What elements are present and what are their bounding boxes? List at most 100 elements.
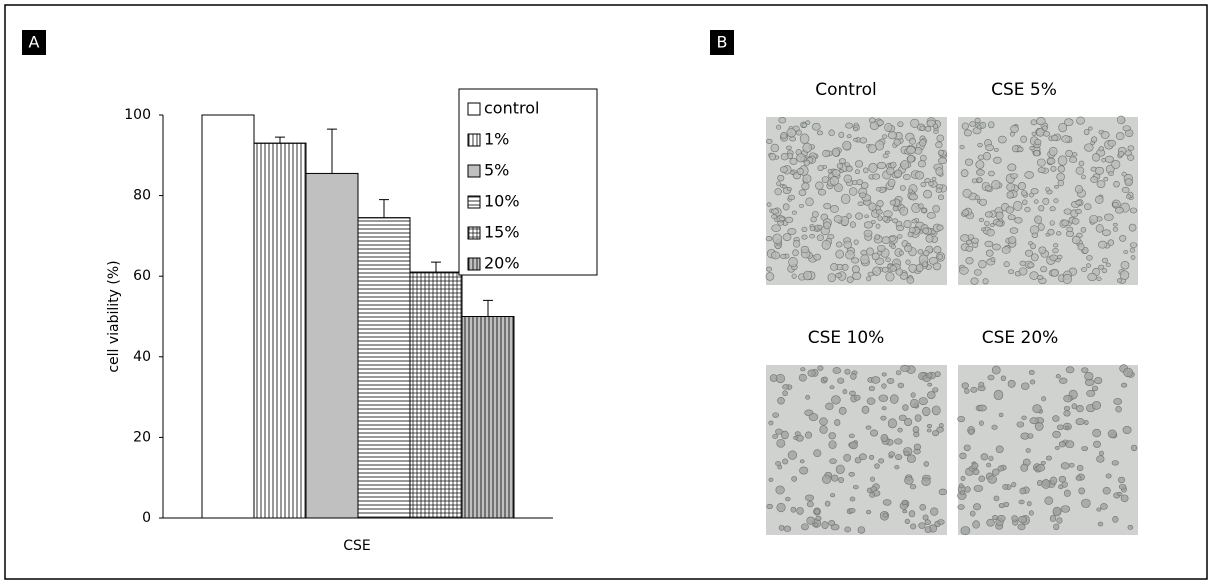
- cell: [784, 216, 794, 224]
- cell: [963, 444, 971, 452]
- cell: [887, 131, 898, 140]
- cell: [1006, 191, 1014, 199]
- cell: [997, 135, 1007, 144]
- cell: [882, 512, 889, 518]
- y-axis-title: cell viability (%): [106, 260, 122, 372]
- legend-box: [458, 88, 598, 276]
- cell: [841, 263, 849, 271]
- cell: [854, 394, 861, 401]
- cell: [853, 137, 858, 142]
- cell: [1084, 143, 1094, 152]
- cell: [928, 181, 934, 187]
- cell: [976, 169, 985, 176]
- cell: [924, 126, 932, 132]
- cell: [971, 178, 978, 184]
- panel-label: B: [717, 33, 728, 52]
- cell: [806, 501, 814, 508]
- cell: [1052, 415, 1060, 422]
- frame: [4, 4, 1208, 580]
- cell: [868, 117, 876, 124]
- cell: [1089, 214, 1099, 224]
- cell: [1108, 171, 1114, 177]
- cell: [792, 249, 799, 257]
- cell: [1064, 425, 1070, 430]
- cell: [903, 219, 912, 229]
- cell: [933, 129, 939, 134]
- cell: [771, 224, 781, 232]
- cell: [793, 239, 801, 248]
- cell: [1060, 505, 1071, 513]
- cell: [798, 373, 807, 382]
- cell: [1045, 455, 1052, 461]
- cell: [845, 165, 853, 172]
- cell: [831, 147, 840, 157]
- cell: [809, 233, 816, 239]
- cell: [778, 524, 785, 531]
- cell: [965, 239, 973, 245]
- cell: [906, 145, 916, 155]
- cell: [1119, 235, 1127, 242]
- cell: [832, 367, 842, 374]
- cell: [969, 121, 976, 127]
- bar-pattern: [253, 142, 307, 519]
- cell: [829, 176, 839, 186]
- cell: [1027, 262, 1035, 269]
- cell: [1091, 401, 1102, 410]
- cell: [803, 270, 813, 281]
- cell: [1091, 136, 1098, 143]
- cell: [1120, 382, 1128, 388]
- cell: [976, 177, 983, 184]
- cell: [904, 518, 911, 525]
- cell: [1078, 160, 1085, 167]
- legend-label: 5%: [484, 161, 509, 180]
- cell: [1009, 227, 1019, 234]
- cell: [771, 214, 778, 219]
- cell: [881, 372, 887, 377]
- cell: [1105, 473, 1112, 479]
- cell: [1056, 172, 1065, 181]
- cell: [878, 458, 885, 464]
- bar-pattern: [461, 316, 515, 519]
- cell: [777, 397, 785, 405]
- cell: [805, 431, 813, 439]
- cell: [880, 415, 887, 421]
- cell: [1042, 125, 1048, 131]
- cell: [1027, 433, 1034, 439]
- cell: [911, 219, 917, 224]
- cell: [1096, 180, 1106, 188]
- cell: [868, 454, 875, 460]
- cell: [965, 245, 974, 252]
- cell: [1099, 450, 1104, 456]
- cell: [853, 126, 859, 132]
- cell: [1092, 428, 1102, 438]
- cell: [1003, 261, 1010, 268]
- cell: [1097, 521, 1104, 527]
- cell: [1034, 139, 1042, 146]
- cell: [838, 131, 845, 138]
- cell: [1081, 446, 1089, 452]
- cell: [900, 160, 910, 170]
- cell: [777, 174, 785, 182]
- cell: [1115, 406, 1122, 413]
- cell: [898, 250, 904, 256]
- cell: [1020, 463, 1029, 472]
- cell: [918, 203, 924, 209]
- cell: [817, 165, 824, 171]
- cell: [906, 276, 915, 284]
- cell: [1075, 166, 1085, 175]
- cell: [962, 188, 972, 198]
- cell: [796, 153, 806, 163]
- cell: [831, 474, 839, 482]
- y-tick-label: 20: [133, 429, 151, 445]
- cell: [935, 141, 943, 149]
- cell: [1033, 199, 1039, 204]
- cell: [791, 273, 797, 279]
- cell: [892, 218, 899, 224]
- cell: [1008, 236, 1017, 244]
- legend-swatch-pattern: [467, 226, 481, 240]
- cell: [1050, 165, 1057, 172]
- cell: [787, 450, 798, 460]
- cell: [1050, 268, 1059, 277]
- cell: [842, 140, 852, 151]
- cell: [789, 157, 798, 165]
